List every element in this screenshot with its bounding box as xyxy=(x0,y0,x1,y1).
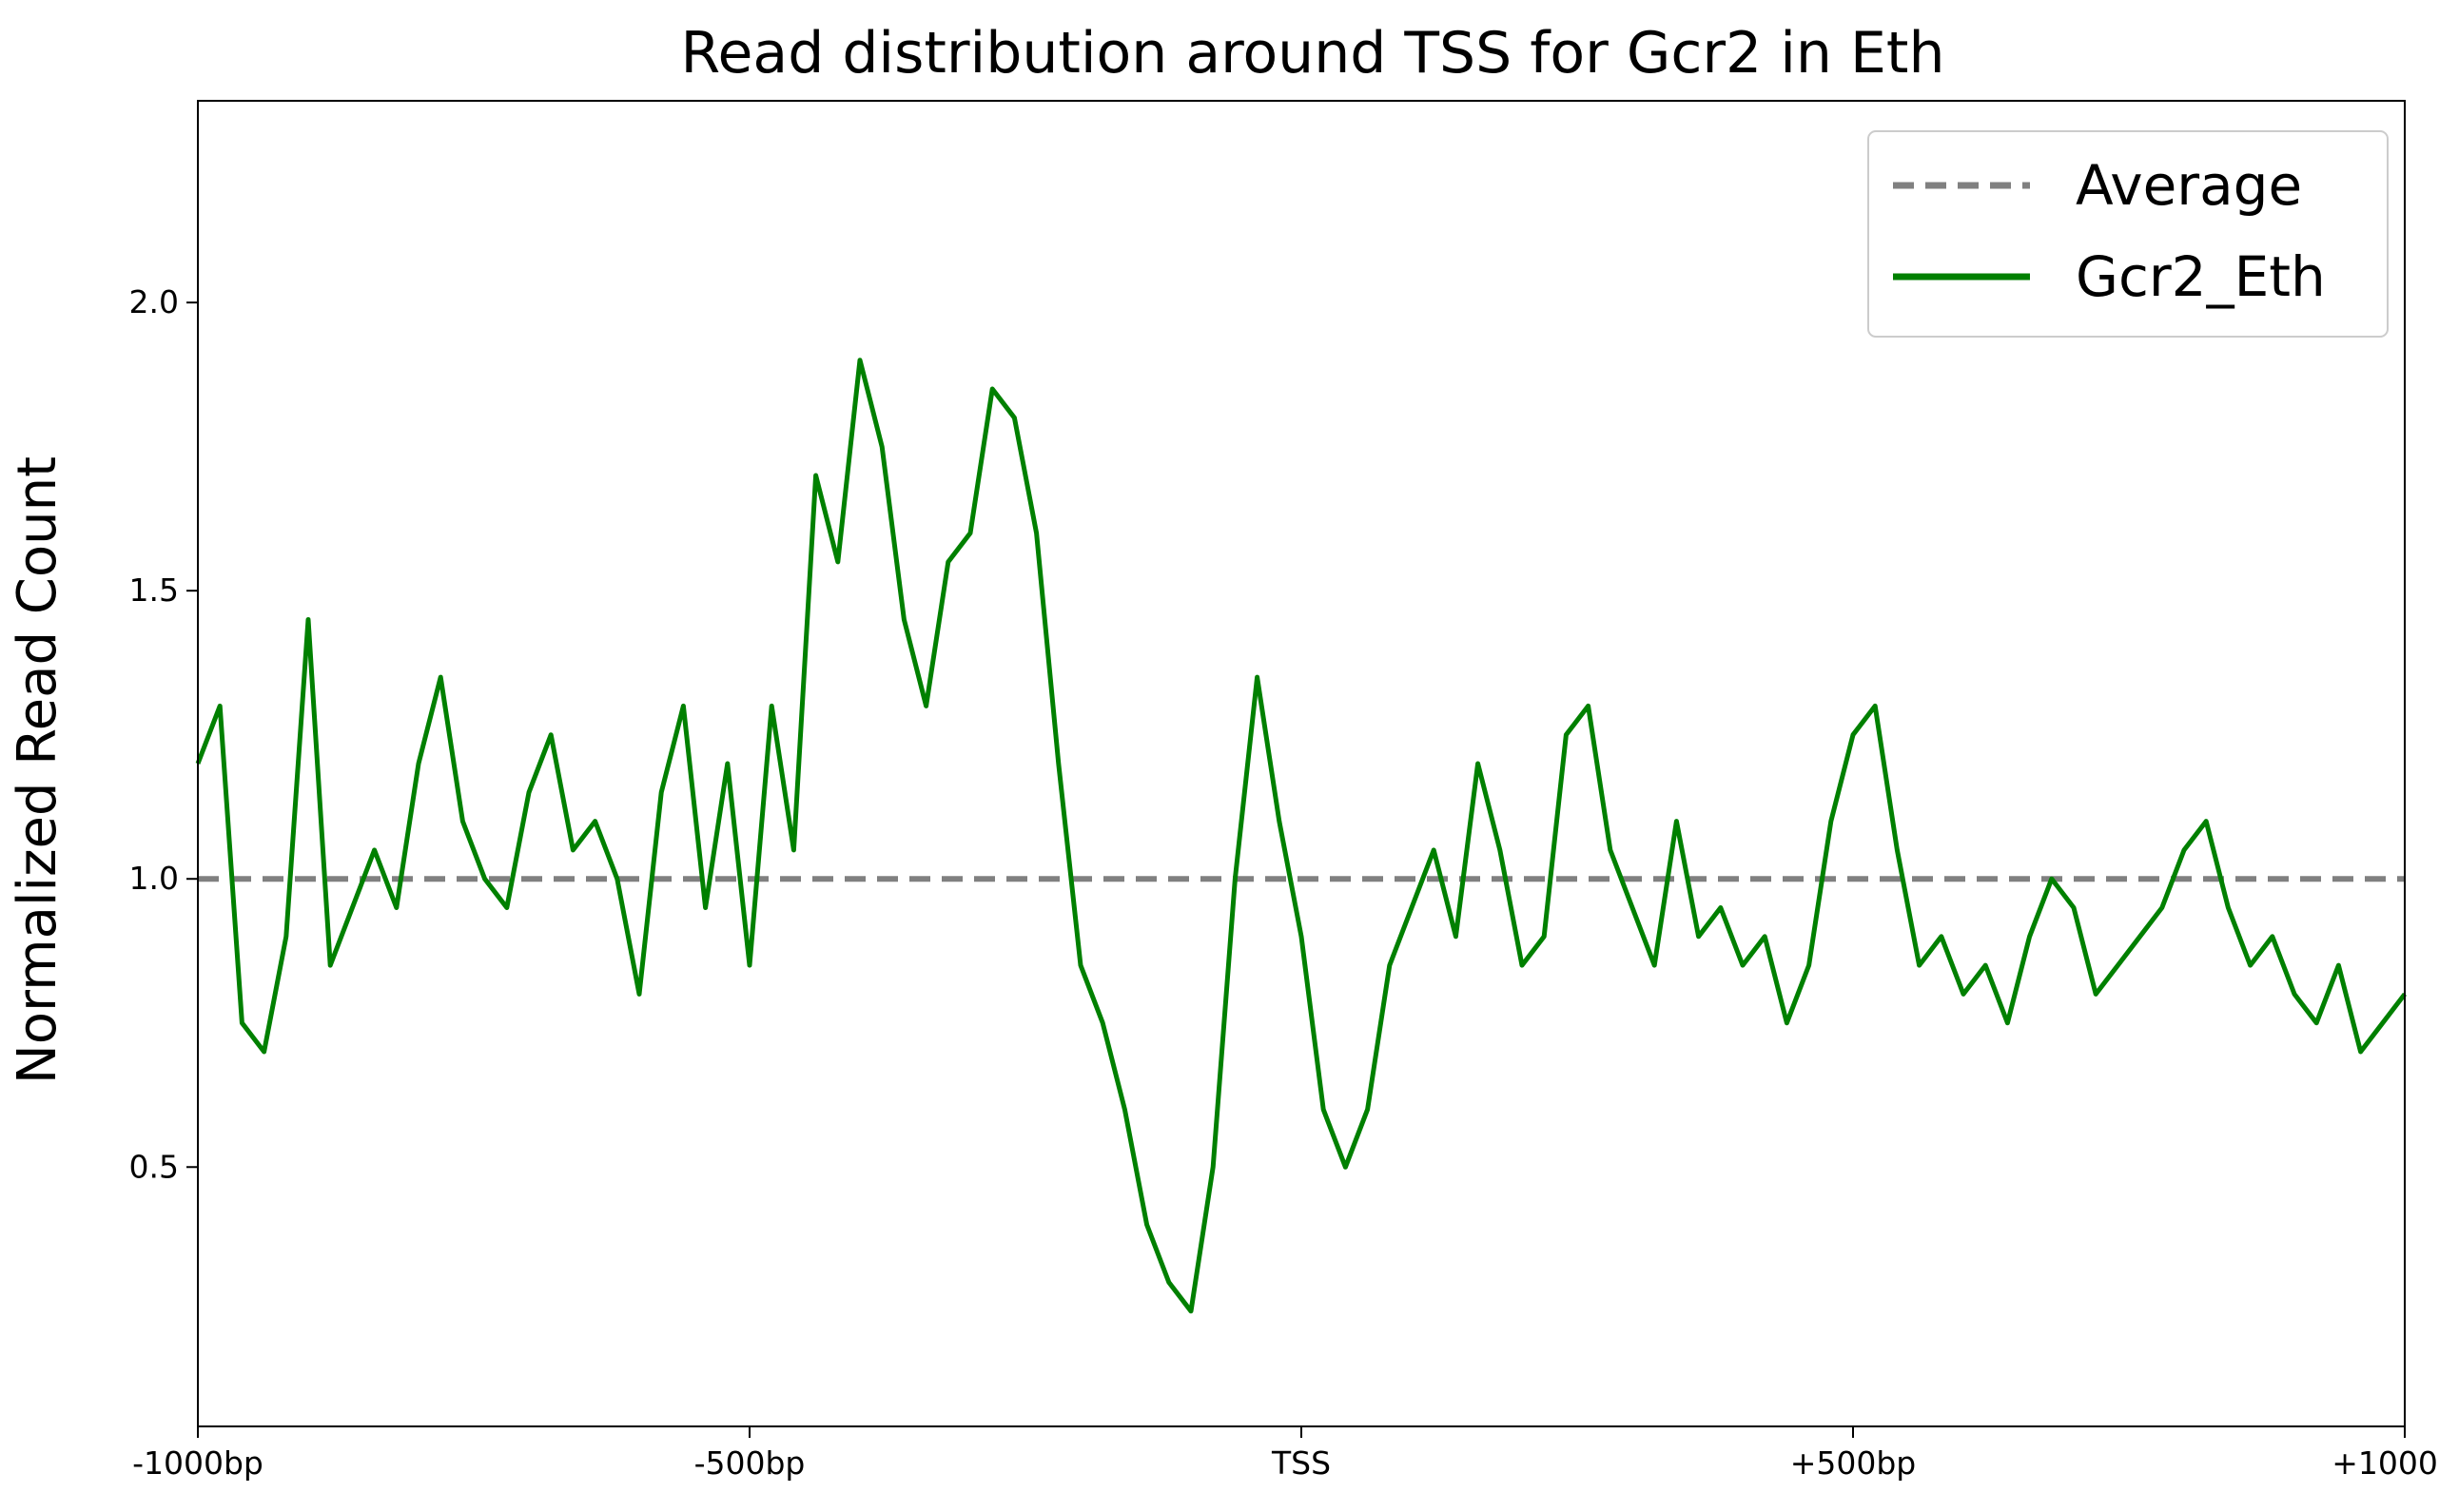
x-tick-label: -500bp xyxy=(694,1444,806,1482)
legend-label: Gcr2_Eth xyxy=(2076,244,2326,309)
x-tick-label: TSS xyxy=(1271,1444,1331,1482)
x-tick-label: +1000bp xyxy=(2332,1444,2439,1482)
y-tick-label: 2.0 xyxy=(129,283,179,320)
chart-title: Read distribution around TSS for Gcr2 in… xyxy=(681,20,1945,87)
y-axis-label: Normalized Read Count xyxy=(7,456,68,1084)
axes: -1000bp -500bp TSS +500bp +1000bp 0.5 1.0 1.5 2.… xyxy=(129,100,2439,1482)
x-tick-label: +500bp xyxy=(1790,1444,1917,1482)
y-tick-label: 1.0 xyxy=(129,860,179,897)
x-tick-label: -1000bp xyxy=(132,1444,263,1482)
legend-label: Average xyxy=(2076,153,2302,218)
y-tick-label: 0.5 xyxy=(129,1148,179,1185)
plot-area xyxy=(195,358,2407,1314)
series-line-gcr2-eth xyxy=(195,358,2407,1314)
legend: Average Gcr2_Eth xyxy=(1867,130,2389,338)
y-tick-label: 1.5 xyxy=(129,572,179,609)
